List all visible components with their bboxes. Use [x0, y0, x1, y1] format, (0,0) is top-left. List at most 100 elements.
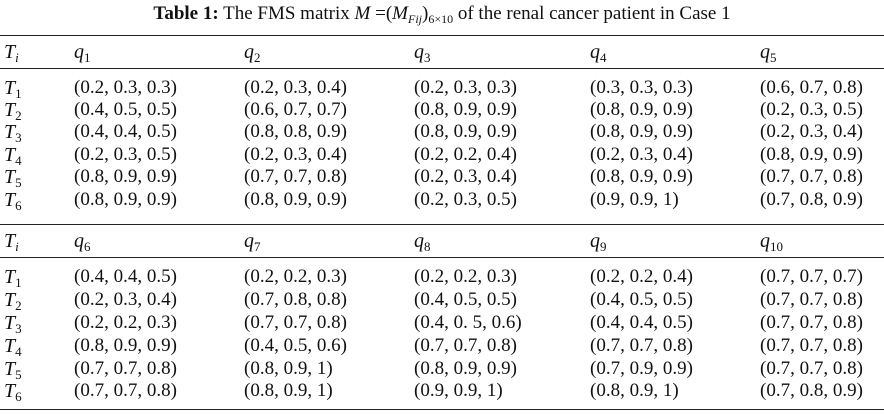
table-cell: (0.2, 0.3, 0.5)	[414, 189, 517, 210]
table-cell: (0.8, 0.9, 0.9)	[414, 99, 517, 120]
table-row: T6 (0.8, 0.9, 0.9) (0.8, 0.9, 0.9) (0.2, 0.…	[0, 189, 884, 213]
table-cell: (0.2, 0.3, 0.3)	[74, 77, 177, 98]
caption-label: Table 1:	[153, 3, 219, 24]
row-label-subscript: 2	[15, 108, 22, 123]
row-header-label-symbol: T	[4, 230, 16, 252]
row-label: T1	[4, 266, 22, 290]
column-header: q7	[244, 230, 261, 254]
header-rule	[0, 68, 884, 69]
table-cell: (0.8, 0.9, 0.9)	[414, 121, 517, 142]
column-header: q1	[74, 41, 91, 65]
column-header-symbol: q	[414, 41, 424, 63]
row-label-subscript: 6	[15, 389, 22, 404]
row-label: T2	[4, 99, 22, 123]
table-cell: (0.2, 0.3, 0.3)	[414, 77, 517, 98]
table-cell: (0.6, 0.7, 0.7)	[244, 99, 347, 120]
table-cell: (0.7, 0.9, 0.9)	[590, 358, 693, 379]
row-header-label: Ti	[4, 41, 19, 65]
table-cell: (0.4, 0.5, 0.5)	[590, 289, 693, 310]
column-header: q2	[244, 41, 261, 64]
row-label-subscript: 3	[15, 130, 22, 145]
table-row: T2 (0.4, 0.5, 0.5) (0.6, 0.7, 0.7) (0.8, 0.…	[0, 99, 884, 123]
table-cell: (0.8, 0.9, 0.9)	[74, 166, 177, 187]
table-cell: (0.4, 0.5, 0.5)	[414, 289, 517, 310]
column-header-subscript: 5	[770, 50, 777, 65]
table-caption: Table 1: The FMS matrix M =(MFij)6×10 of…	[153, 3, 731, 26]
table-cell: (0.9, 0.9, 1)	[414, 380, 503, 401]
caption-text-before: The FMS matrix	[223, 3, 350, 24]
row-label-subscript: 1	[15, 275, 22, 290]
row-label: T4	[4, 144, 22, 168]
table-cell: (0.8, 0.9, 1)	[244, 358, 333, 379]
row-label-symbol: T	[4, 166, 16, 188]
column-header-symbol: q	[74, 41, 84, 63]
row-label: T4	[4, 335, 22, 359]
column-header-symbol: q	[760, 230, 770, 252]
table-row: T3 (0.4, 0.4, 0.5) (0.8, 0.8, 0.9) (0.8, 0.…	[0, 121, 884, 145]
table-cell: (0.8, 0.9, 0.9)	[590, 99, 693, 120]
column-header-symbol: q	[244, 41, 254, 63]
table-cell: (0.8, 0.9, 0.9)	[414, 358, 517, 379]
row-label-subscript: 3	[15, 321, 22, 336]
table-cell: (0.7, 0.7, 0.8)	[760, 335, 863, 356]
row-header-label-subscript: i	[15, 50, 19, 65]
column-header-subscript: 7	[254, 239, 261, 254]
table-row: T5 (0.8, 0.9, 0.9) (0.7, 0.7, 0.8) (0.2, 0.…	[0, 166, 884, 190]
column-header-subscript: 3	[424, 50, 431, 65]
caption-text-after: of the renal cancer patient in Case 1	[457, 3, 731, 24]
column-header-symbol: q	[74, 230, 84, 252]
table-row: T1 (0.4, 0.4, 0.5) (0.2, 0.2, 0.3) (0.2, 0.…	[0, 266, 884, 290]
table-cell: (0.7, 0.8, 0.8)	[244, 289, 347, 310]
row-label-subscript: 5	[15, 367, 22, 382]
row-label: T6	[4, 189, 22, 213]
table-cell: (0.8, 0.9, 0.9)	[590, 121, 693, 142]
row-header-label-symbol: T	[4, 41, 16, 63]
row-label: T5	[4, 166, 22, 190]
table-cell: (0.7, 0.7, 0.8)	[760, 358, 863, 379]
column-header-symbol: q	[414, 230, 424, 252]
column-header: q4	[590, 41, 607, 64]
table-cell: (0.8, 0.9, 0.9)	[590, 166, 693, 187]
table-cell: (0.2, 0.3, 0.4)	[414, 166, 517, 187]
table-cell: (0.6, 0.7, 0.8)	[760, 77, 863, 98]
row-label-subscript: 1	[15, 86, 22, 101]
row-label-subscript: 2	[15, 298, 22, 313]
header-row: Ti q1 q2 q3 q4 q5	[0, 41, 884, 65]
row-label-symbol: T	[4, 121, 16, 143]
table-cell: (0.2, 0.3, 0.4)	[74, 289, 177, 310]
row-label-symbol: T	[4, 266, 16, 288]
table-cell: (0.7, 0.7, 0.8)	[414, 335, 517, 356]
caption-matrix-symbol: M	[354, 3, 371, 24]
table-cell: (0.2, 0.3, 0.4)	[244, 77, 347, 98]
table-cell: (0.4, 0.5, 0.5)	[74, 99, 177, 120]
table-cell: (0.4, 0. 5, 0.6)	[414, 312, 522, 333]
caption-equals: =	[375, 3, 386, 24]
table-cell: (0.2, 0.3, 0.4)	[244, 144, 347, 165]
top-rule	[0, 35, 884, 36]
table-cell: (0.2, 0.2, 0.4)	[590, 266, 693, 287]
table-cell: (0.7, 0.8, 0.9)	[760, 189, 863, 210]
column-header: q3	[414, 41, 431, 65]
row-label-subscript: 5	[15, 175, 22, 190]
table-cell: (0.2, 0.2, 0.3)	[414, 266, 517, 287]
table-cell: (0.7, 0.7, 0.7)	[760, 266, 863, 287]
row-label-subscript: 6	[15, 198, 22, 213]
column-header-subscript: 1	[84, 50, 91, 65]
table-cell: (0.9, 0.9, 1)	[590, 189, 679, 210]
row-label-symbol: T	[4, 312, 16, 334]
header-row: Ti q6 q7 q8 q9 q10	[0, 230, 884, 254]
row-label-subscript: 4	[15, 344, 22, 359]
row-label-subscript: 4	[15, 153, 22, 168]
block-separator-rule	[0, 224, 884, 225]
row-label: T6	[4, 380, 22, 404]
table-cell: (0.7, 0.7, 0.8)	[244, 166, 347, 187]
table-row: T4 (0.8, 0.9, 0.9) (0.4, 0.5, 0.6) (0.7, 0.…	[0, 335, 884, 359]
table-cell: (0.3, 0.3, 0.3)	[590, 77, 693, 98]
column-header: q8	[414, 230, 431, 253]
column-header-subscript: 10	[770, 239, 783, 254]
table-cell: (0.7, 0.7, 0.8)	[760, 312, 863, 333]
row-header-label: Ti	[4, 230, 19, 253]
row-label-symbol: T	[4, 144, 16, 166]
table-row: T5 (0.7, 0.7, 0.8) (0.8, 0.9, 1) (0.8, 0.9,…	[0, 358, 884, 382]
row-label-symbol: T	[4, 189, 16, 211]
